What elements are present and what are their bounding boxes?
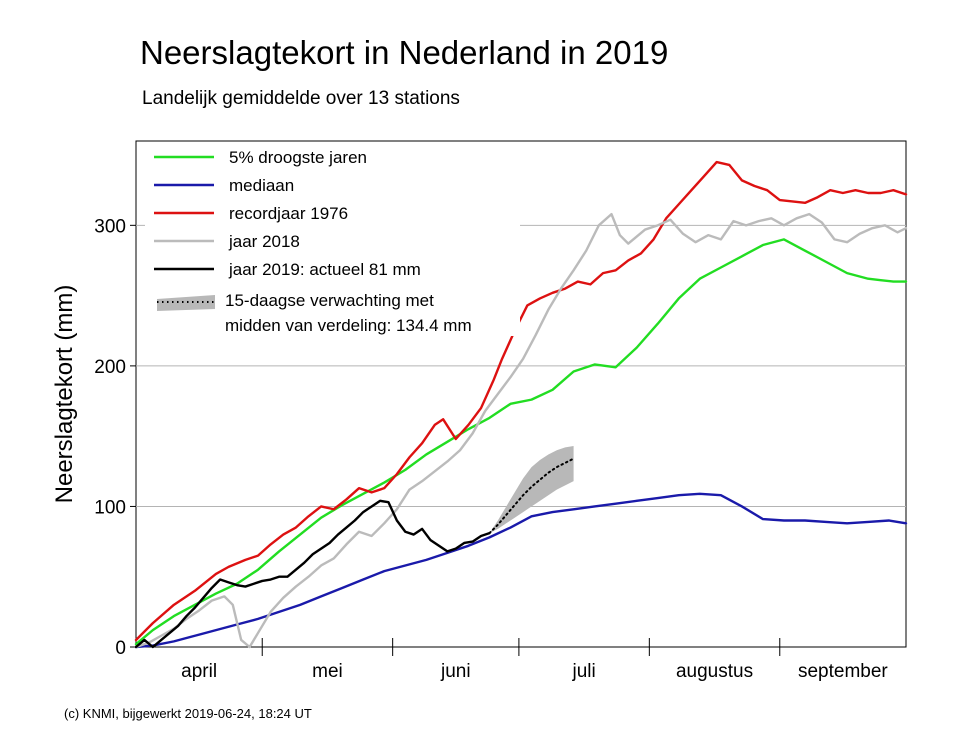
series-line-0 — [134, 238, 908, 646]
series-layer — [134, 160, 908, 649]
legend: 5% droogste jaren mediaan recordjaar 1976 j… — [145, 147, 520, 336]
series-line-5 — [488, 457, 575, 535]
x-tick-label: augustus — [676, 661, 753, 682]
x-tick-label: september — [798, 661, 888, 682]
legend-label: jaar 2018 — [228, 232, 300, 251]
y-axis: 0 100 200 300 — [94, 216, 136, 659]
series-line-2 — [134, 160, 908, 642]
series-line-1 — [134, 492, 908, 649]
legend-background — [145, 147, 460, 220]
y-tick-label: 0 — [115, 638, 126, 659]
x-tick-label: april — [181, 661, 217, 682]
y-tick-label: 300 — [94, 216, 126, 237]
legend-label: recordjaar 1976 — [229, 204, 348, 223]
legend-label: midden van verdeling: 134.4 mm — [225, 316, 472, 335]
legend-label: jaar 2019: actueel 81 mm — [228, 260, 421, 279]
legend-band-swatch — [157, 295, 215, 311]
legend-background — [145, 220, 520, 336]
legend-label: 15-daagse verwachting met — [225, 291, 434, 310]
x-tick-label: mei — [312, 661, 343, 682]
y-tick-label: 100 — [94, 497, 126, 518]
legend-label: 5% droogste jaren — [229, 148, 367, 167]
y-tick-label: 200 — [94, 357, 126, 378]
series-line-3 — [134, 212, 908, 649]
y-axis-label: Neerslagtekort (mm) — [51, 285, 78, 504]
x-tick-label: juni — [440, 661, 471, 682]
chart-subtitle: Landelijk gemiddelde over 13 stations — [142, 88, 460, 109]
x-tick-label: juli — [571, 661, 595, 682]
chart-title: Neerslagtekort in Nederland in 2019 — [140, 34, 669, 71]
footer-credit: (c) KNMI, bijgewerkt 2019-06-24, 18:24 U… — [64, 706, 312, 721]
legend-label: mediaan — [229, 176, 294, 195]
x-axis: april mei juni juli augustus september — [181, 638, 888, 682]
series-line-4 — [134, 499, 491, 649]
